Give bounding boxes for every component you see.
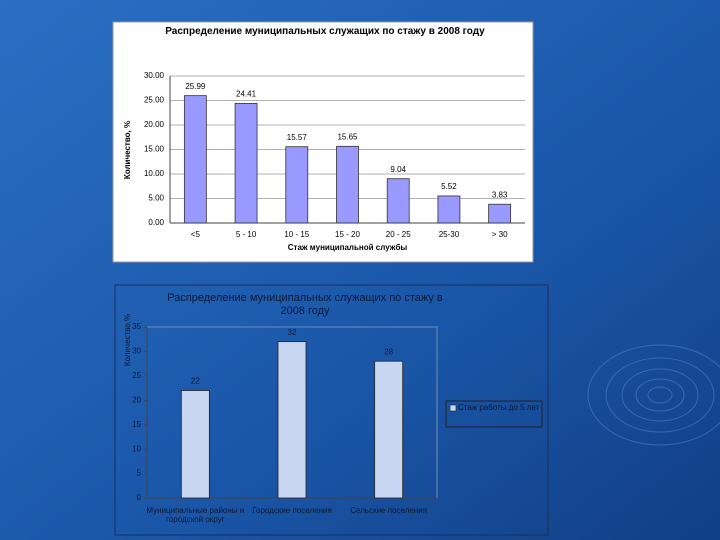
- bar: [180, 390, 210, 499]
- y-tick-label: 10: [132, 444, 141, 453]
- legend-swatch: [449, 404, 457, 412]
- ripple-decoration: [587, 344, 720, 446]
- bar: [374, 360, 404, 499]
- data-label: 22: [191, 377, 200, 386]
- y-tick-label: 30.00: [144, 71, 165, 80]
- chart-title-box: Распределение муниципальных служащих по …: [165, 26, 485, 37]
- x-tick-label: 5 - 10: [236, 230, 257, 239]
- y-tick-label: 20: [132, 395, 141, 404]
- data-label: 15.57: [287, 133, 308, 142]
- bar: [488, 203, 512, 224]
- bar: [234, 102, 258, 224]
- data-label: 32: [288, 328, 297, 337]
- y-tick-label: 5.00: [148, 194, 164, 203]
- y-tick-label: 35: [132, 322, 141, 331]
- chart-box: [114, 284, 549, 536]
- data-label: 15.65: [337, 132, 358, 141]
- y-axis-label: Количество, %: [123, 121, 132, 179]
- chart-title: Распределение муниципальных служащих по …: [165, 26, 485, 37]
- bar: [183, 95, 207, 224]
- data-label: 25.99: [185, 82, 206, 91]
- bar: [336, 145, 359, 224]
- bar: [277, 341, 307, 499]
- x-tick-label: > 30: [492, 230, 508, 239]
- bar: [285, 146, 309, 224]
- data-label: 3.83: [492, 190, 508, 199]
- y-tick-label: 25.00: [144, 96, 165, 105]
- legend-label: Стаж работы до 5 лет: [458, 403, 540, 412]
- data-label: 28: [384, 347, 393, 356]
- bar: [386, 178, 410, 224]
- chart-box: [112, 21, 534, 263]
- y-tick-label: 0.00: [148, 218, 164, 227]
- x-axis-label: Стаж муниципальной службы: [288, 243, 408, 252]
- x-tick-label: 15 - 20: [335, 230, 360, 239]
- x-tick-label: 20 - 25: [386, 230, 411, 239]
- chart-title: Распределение муниципальных служащих по …: [167, 292, 443, 317]
- y-tick-label: 15.00: [144, 145, 165, 154]
- legend-box: [445, 400, 543, 428]
- y-tick-label: 10.00: [144, 169, 165, 178]
- y-tick-label: 5: [137, 469, 142, 478]
- y-tick-label: 15: [132, 420, 141, 429]
- x-tick-label: 25-30: [439, 230, 460, 239]
- x-tick-label-box: Муниципальные районы и городской округ: [146, 506, 245, 525]
- chart-title-box: Распределение муниципальных служащих по …: [167, 292, 443, 317]
- x-tick-label-box: Городские поселения: [252, 506, 332, 515]
- data-label: 24.41: [236, 90, 257, 99]
- x-tick-label: Сельские поселения: [350, 506, 428, 515]
- y-tick-label: 20.00: [144, 120, 165, 129]
- y-axis-label: Количество,%: [123, 314, 132, 366]
- y-tick-label: 0: [137, 493, 142, 502]
- bar: [437, 195, 461, 224]
- data-label: 9.04: [390, 165, 406, 174]
- y-tick-label: 25: [132, 371, 141, 380]
- y-tick-label: 30: [132, 347, 141, 356]
- x-tick-label: 10 - 15: [284, 230, 309, 239]
- x-tick-label: <5: [191, 230, 201, 239]
- x-tick-label: Городские поселения: [252, 506, 332, 515]
- x-tick-label-box: Сельские поселения: [350, 506, 428, 515]
- x-tick-label: Муниципальные районы и городской округ: [146, 506, 245, 525]
- data-label: 5.52: [441, 182, 457, 191]
